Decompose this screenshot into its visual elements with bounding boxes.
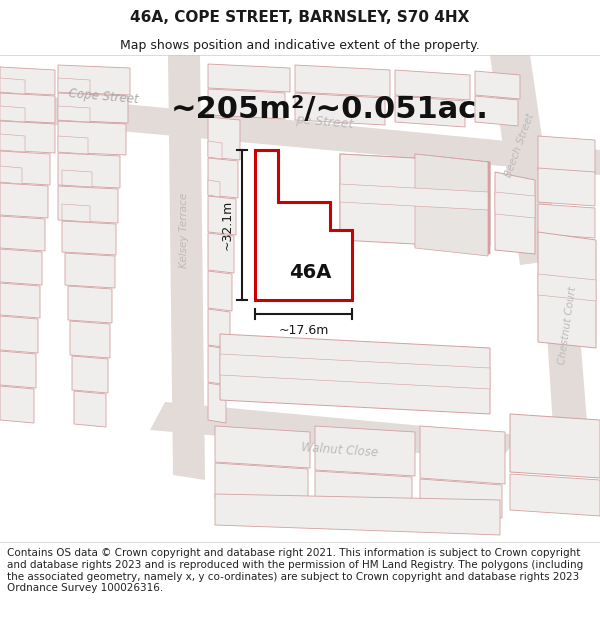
Polygon shape (295, 65, 390, 97)
Polygon shape (208, 346, 228, 385)
Polygon shape (0, 386, 34, 423)
Polygon shape (208, 117, 240, 160)
Polygon shape (72, 356, 108, 393)
Polygon shape (0, 216, 45, 251)
Polygon shape (538, 136, 595, 174)
Polygon shape (495, 192, 535, 218)
Text: pe Street: pe Street (295, 113, 354, 131)
Polygon shape (0, 92, 600, 175)
Polygon shape (0, 106, 25, 122)
Polygon shape (0, 93, 55, 123)
Polygon shape (0, 151, 50, 185)
Polygon shape (215, 426, 310, 468)
Polygon shape (58, 78, 90, 94)
Polygon shape (0, 134, 25, 152)
Polygon shape (0, 316, 38, 353)
Polygon shape (70, 321, 110, 358)
Text: Walnut Close: Walnut Close (301, 441, 379, 459)
Polygon shape (150, 402, 520, 460)
Polygon shape (420, 479, 502, 518)
Polygon shape (208, 271, 232, 311)
Polygon shape (510, 474, 600, 516)
Polygon shape (208, 196, 236, 235)
Polygon shape (208, 158, 238, 198)
Polygon shape (74, 391, 106, 427)
Text: ~17.6m: ~17.6m (278, 324, 329, 337)
Polygon shape (420, 426, 505, 484)
Polygon shape (295, 93, 385, 125)
Polygon shape (215, 494, 500, 535)
Polygon shape (0, 351, 36, 388)
Polygon shape (0, 283, 40, 318)
Polygon shape (255, 150, 352, 300)
Polygon shape (58, 136, 88, 154)
Polygon shape (208, 180, 220, 197)
Polygon shape (0, 166, 22, 184)
Polygon shape (68, 286, 112, 323)
Polygon shape (395, 96, 465, 127)
Text: Chestnut Court: Chestnut Court (557, 285, 578, 365)
Polygon shape (315, 471, 412, 512)
Polygon shape (58, 186, 118, 223)
Polygon shape (475, 71, 520, 99)
Text: Map shows position and indicative extent of the property.: Map shows position and indicative extent… (120, 39, 480, 51)
Polygon shape (208, 64, 290, 92)
Polygon shape (510, 414, 600, 478)
Polygon shape (538, 232, 596, 348)
Text: 46A, COPE STREET, BARNSLEY, S70 4HX: 46A, COPE STREET, BARNSLEY, S70 4HX (130, 10, 470, 25)
Polygon shape (208, 89, 285, 119)
Polygon shape (340, 154, 488, 248)
Polygon shape (58, 65, 130, 95)
Polygon shape (475, 96, 518, 126)
Polygon shape (315, 426, 415, 476)
Polygon shape (58, 153, 120, 188)
Polygon shape (415, 154, 488, 256)
Polygon shape (220, 334, 490, 414)
Polygon shape (540, 255, 590, 460)
Polygon shape (340, 184, 488, 210)
Polygon shape (415, 154, 490, 254)
Polygon shape (0, 249, 42, 285)
Polygon shape (208, 233, 234, 273)
Polygon shape (168, 55, 205, 480)
Text: ~205m²/~0.051ac.: ~205m²/~0.051ac. (171, 95, 489, 124)
Polygon shape (495, 172, 535, 254)
Text: Contains OS data © Crown copyright and database right 2021. This information is : Contains OS data © Crown copyright and d… (7, 549, 583, 593)
Text: 46A: 46A (289, 262, 331, 281)
Polygon shape (65, 253, 115, 288)
Polygon shape (220, 354, 490, 389)
Text: Kelsey Terrace: Kelsey Terrace (179, 192, 189, 268)
Polygon shape (340, 154, 490, 246)
Polygon shape (62, 170, 92, 187)
Polygon shape (538, 168, 595, 206)
Polygon shape (490, 55, 560, 265)
Polygon shape (62, 204, 90, 222)
Polygon shape (208, 309, 230, 348)
Text: ~32.1m: ~32.1m (221, 200, 234, 250)
Text: Beech Street: Beech Street (504, 112, 536, 178)
Polygon shape (58, 93, 128, 123)
Polygon shape (0, 121, 55, 153)
Polygon shape (58, 121, 126, 155)
Polygon shape (208, 383, 226, 423)
Polygon shape (62, 221, 116, 255)
Polygon shape (0, 183, 48, 218)
Polygon shape (0, 67, 55, 95)
Polygon shape (208, 141, 222, 159)
Polygon shape (215, 463, 308, 504)
Text: Cope Street: Cope Street (68, 88, 139, 106)
Polygon shape (538, 204, 595, 238)
Polygon shape (0, 78, 25, 94)
Polygon shape (538, 274, 596, 301)
Polygon shape (395, 70, 470, 100)
Polygon shape (58, 106, 90, 122)
